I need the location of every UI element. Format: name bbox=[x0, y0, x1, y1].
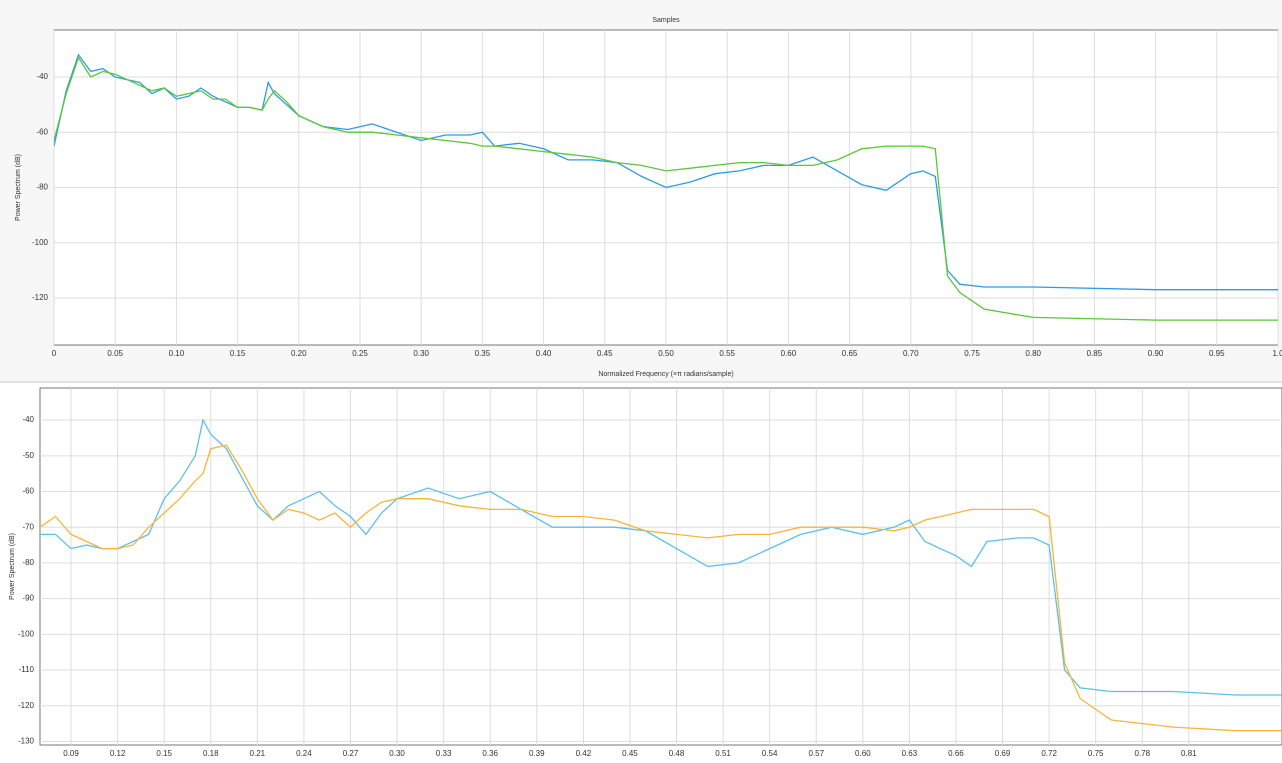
x-tick-label: 0.45 bbox=[597, 349, 613, 358]
x-tick-label: 0.36 bbox=[482, 749, 498, 758]
y-tick-label: -100 bbox=[32, 238, 49, 247]
x-tick-label: 0.63 bbox=[902, 749, 918, 758]
x-tick-label: 0.27 bbox=[343, 749, 359, 758]
series-line bbox=[40, 444, 1282, 732]
x-tick-label: 0.70 bbox=[903, 349, 919, 358]
x-tick-label: 0.60 bbox=[855, 749, 871, 758]
y-tick-label: -40 bbox=[36, 72, 48, 81]
x-tick-label: 0.15 bbox=[156, 749, 172, 758]
x-tick-label: 0.09 bbox=[63, 749, 79, 758]
x-tick-label: 0.57 bbox=[808, 749, 824, 758]
x-tick-label: 0.75 bbox=[1088, 749, 1104, 758]
x-tick-label: 0.30 bbox=[413, 349, 429, 358]
y-tick-label: -130 bbox=[18, 737, 35, 746]
y-tick-label: -90 bbox=[22, 594, 34, 603]
y-tick-label: -120 bbox=[18, 701, 35, 710]
x-tick-label: 0.18 bbox=[203, 749, 219, 758]
y-tick-label: -70 bbox=[22, 522, 34, 531]
x-tick-label: 0.25 bbox=[352, 349, 368, 358]
y-tick-label: -50 bbox=[22, 451, 34, 460]
x-tick-label: 0.33 bbox=[436, 749, 452, 758]
x-tick-label: 0.48 bbox=[669, 749, 685, 758]
y-tick-label: -60 bbox=[36, 127, 48, 136]
x-tick-label: 0.65 bbox=[842, 349, 858, 358]
x-tick-label: 0.81 bbox=[1181, 749, 1197, 758]
x-tick-label: 0.90 bbox=[1148, 349, 1164, 358]
chart-title: Samples bbox=[652, 17, 680, 24]
x-tick-label: 0.35 bbox=[475, 349, 491, 358]
x-tick-label: 0.80 bbox=[1025, 349, 1041, 358]
y-axis-label: Power Spectrum (dB) bbox=[9, 533, 16, 600]
y-tick-label: -120 bbox=[32, 293, 49, 302]
plot-lines bbox=[54, 53, 1278, 321]
x-tick-label: 0.05 bbox=[107, 349, 123, 358]
y-axis-label: Power Spectrum (dB) bbox=[15, 154, 22, 221]
x-tick-label: 0.42 bbox=[576, 749, 592, 758]
x-tick-label: 0.55 bbox=[719, 349, 735, 358]
x-tick-label: 0.78 bbox=[1134, 749, 1150, 758]
series-line bbox=[40, 418, 1282, 696]
x-tick-label: 0.60 bbox=[781, 349, 797, 358]
x-tick-label: 0.54 bbox=[762, 749, 778, 758]
x-axis-label: Normalized Frequency (×π radians/sample) bbox=[598, 371, 733, 378]
x-tick-label: 0.10 bbox=[169, 349, 185, 358]
x-tick-label: 0.95 bbox=[1209, 349, 1225, 358]
y-tick-label: -80 bbox=[36, 183, 48, 192]
x-tick-label: 0.69 bbox=[995, 749, 1011, 758]
x-tick-label: 0.20 bbox=[291, 349, 307, 358]
y-tick-label: -110 bbox=[19, 665, 35, 674]
x-tick-label: 0.85 bbox=[1087, 349, 1103, 358]
x-tick-label: 0 bbox=[52, 349, 57, 358]
x-tick-label: 0.40 bbox=[536, 349, 552, 358]
x-tick-label: 0.45 bbox=[622, 749, 638, 758]
x-tick-label: 0.39 bbox=[529, 749, 545, 758]
x-tick-label: 0.21 bbox=[250, 749, 266, 758]
y-tick-label: -40 bbox=[22, 415, 34, 424]
x-tick-label: 0.50 bbox=[658, 349, 674, 358]
x-tick-label: 0.75 bbox=[964, 349, 980, 358]
x-tick-label: 0.66 bbox=[948, 749, 964, 758]
plot-lines bbox=[40, 418, 1282, 732]
x-tick-label: 0.24 bbox=[296, 749, 312, 758]
y-tick-label: -60 bbox=[22, 487, 34, 496]
x-tick-label: 0.12 bbox=[110, 749, 126, 758]
x-tick-label: 1.0 bbox=[1272, 349, 1282, 358]
y-tick-label: -80 bbox=[22, 558, 34, 567]
x-tick-label: 0.15 bbox=[230, 349, 246, 358]
x-tick-label: 0.72 bbox=[1041, 749, 1057, 758]
x-tick-label: 0.51 bbox=[715, 749, 731, 758]
y-tick-label: -100 bbox=[18, 629, 35, 638]
series-line bbox=[54, 56, 1278, 321]
x-tick-label: 0.30 bbox=[389, 749, 405, 758]
